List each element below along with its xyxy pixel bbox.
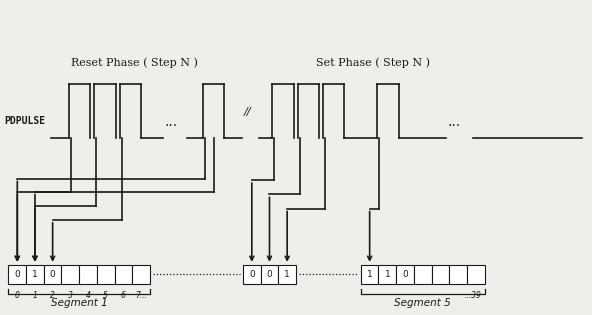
Bar (449, 265, 467, 284)
Bar (378, 265, 396, 284)
Text: 5: 5 (103, 291, 108, 301)
Bar (79, 265, 97, 284)
Text: Set Phase ( Step N ): Set Phase ( Step N ) (316, 57, 430, 68)
Bar (243, 265, 260, 284)
Text: 0: 0 (15, 291, 20, 301)
Text: 6: 6 (121, 291, 126, 301)
Bar (361, 265, 378, 284)
Bar (260, 265, 278, 284)
Bar (97, 265, 114, 284)
Text: 1: 1 (284, 270, 290, 279)
Text: 0: 0 (402, 270, 408, 279)
Text: 2: 2 (50, 291, 55, 301)
Text: 0: 0 (266, 270, 272, 279)
Text: ...39: ...39 (465, 291, 482, 301)
Bar (8, 265, 26, 284)
Bar (44, 265, 62, 284)
Bar (132, 265, 150, 284)
Bar (26, 265, 44, 284)
Text: Reset Phase ( Step N ): Reset Phase ( Step N ) (70, 57, 197, 68)
Bar (432, 265, 449, 284)
Text: Segment 5: Segment 5 (394, 298, 451, 308)
Bar (467, 265, 484, 284)
Text: 3: 3 (68, 291, 73, 301)
Text: 0: 0 (14, 270, 20, 279)
Text: 4: 4 (86, 291, 91, 301)
Text: Segment 1: Segment 1 (51, 298, 108, 308)
Text: ...: ... (165, 115, 178, 129)
Text: ...: ... (448, 115, 461, 129)
Text: 1: 1 (33, 291, 37, 301)
Text: 0: 0 (50, 270, 56, 279)
Bar (278, 265, 296, 284)
Bar (114, 265, 132, 284)
Text: 1: 1 (384, 270, 390, 279)
Bar (414, 265, 432, 284)
Text: 1: 1 (367, 270, 372, 279)
Bar (396, 265, 414, 284)
Text: //: // (244, 107, 252, 117)
Text: PDPULSE: PDPULSE (4, 116, 46, 126)
Text: 0: 0 (249, 270, 255, 279)
Bar (62, 265, 79, 284)
Text: 1: 1 (32, 270, 38, 279)
Text: 7...: 7... (135, 291, 147, 301)
